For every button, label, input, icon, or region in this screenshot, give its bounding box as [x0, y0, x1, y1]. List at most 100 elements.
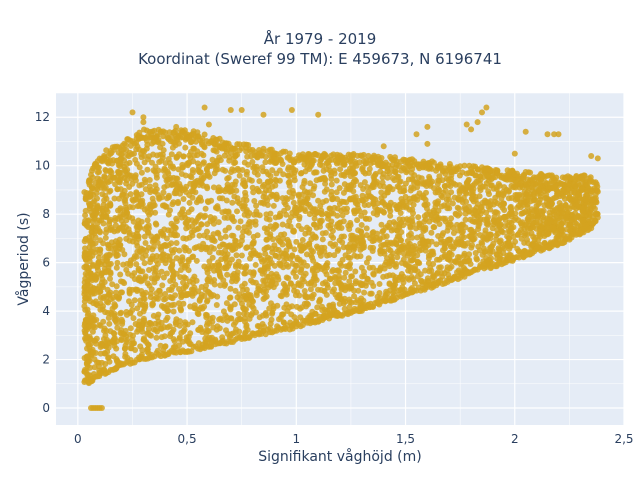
- data-point: [345, 263, 352, 270]
- data-point: [322, 268, 328, 275]
- data-point: [160, 232, 167, 239]
- data-point: [260, 277, 267, 284]
- data-point: [142, 240, 149, 246]
- data-point: [211, 267, 218, 274]
- data-point: [455, 254, 461, 260]
- data-point: [530, 224, 537, 231]
- data-point: [129, 238, 136, 245]
- data-point: [87, 298, 94, 305]
- data-point: [81, 368, 88, 375]
- data-point: [284, 196, 291, 203]
- data-point: [232, 237, 239, 244]
- data-point: [128, 340, 135, 347]
- data-point: [424, 140, 431, 147]
- data-point: [340, 198, 347, 205]
- data-point: [153, 134, 160, 140]
- data-point: [172, 281, 179, 288]
- data-point: [91, 215, 98, 222]
- data-point: [146, 332, 153, 338]
- data-point: [109, 281, 116, 288]
- data-point: [82, 212, 89, 219]
- data-point: [438, 254, 445, 261]
- data-point: [290, 199, 297, 206]
- data-point: [319, 211, 325, 218]
- data-point: [181, 130, 188, 137]
- data-point: [555, 190, 562, 197]
- data-point: [133, 261, 140, 268]
- data-point: [168, 134, 175, 141]
- data-point: [86, 265, 93, 271]
- data-point: [410, 185, 417, 192]
- data-point: [431, 274, 438, 281]
- data-point: [82, 250, 89, 257]
- data-point: [164, 134, 171, 141]
- data-point: [267, 146, 274, 153]
- data-point: [474, 119, 481, 126]
- data-point: [346, 226, 353, 233]
- data-point: [295, 191, 302, 198]
- data-point: [169, 267, 176, 274]
- data-point: [311, 215, 318, 222]
- data-point: [326, 158, 333, 164]
- data-point: [180, 300, 187, 307]
- data-point: [113, 253, 120, 259]
- data-point: [304, 262, 311, 269]
- data-point: [456, 190, 463, 196]
- data-point: [505, 235, 512, 242]
- data-point: [238, 107, 245, 113]
- data-point: [254, 211, 260, 218]
- data-point: [166, 129, 173, 136]
- data-point: [229, 213, 236, 220]
- data-point: [126, 159, 133, 166]
- data-point: [131, 297, 138, 304]
- data-point: [152, 188, 159, 195]
- data-point: [198, 291, 205, 298]
- data-point: [262, 153, 269, 160]
- data-point: [367, 160, 374, 167]
- y-tick-label: 6: [42, 256, 50, 270]
- data-point: [327, 276, 334, 283]
- data-point: [386, 263, 393, 270]
- data-point: [493, 232, 500, 239]
- data-point: [120, 278, 126, 285]
- data-point: [218, 256, 225, 263]
- data-point: [309, 295, 316, 302]
- data-point: [253, 202, 260, 209]
- data-point: [211, 245, 217, 252]
- data-point: [126, 184, 133, 190]
- data-point: [148, 140, 155, 147]
- data-point: [350, 152, 357, 159]
- data-point: [88, 286, 95, 293]
- data-point: [148, 209, 155, 216]
- data-point: [228, 169, 234, 176]
- data-point: [107, 260, 114, 267]
- data-point: [264, 229, 271, 236]
- data-point: [456, 210, 463, 217]
- data-point: [117, 156, 124, 162]
- data-point: [333, 177, 340, 184]
- data-point: [213, 302, 220, 308]
- data-point: [403, 169, 410, 176]
- data-point: [229, 199, 236, 206]
- data-point: [416, 220, 423, 227]
- data-point: [303, 251, 310, 258]
- data-point: [479, 251, 486, 258]
- data-point: [111, 242, 118, 249]
- data-point: [302, 292, 308, 299]
- data-point: [432, 203, 439, 210]
- data-point: [422, 247, 429, 254]
- data-point: [136, 318, 143, 325]
- x-tick-label: 1: [292, 432, 300, 446]
- data-point: [111, 195, 118, 202]
- data-point: [164, 168, 171, 175]
- data-point: [166, 253, 173, 260]
- data-point: [336, 185, 343, 191]
- data-point: [463, 198, 470, 205]
- data-point: [229, 181, 236, 188]
- data-point: [395, 173, 402, 180]
- data-point: [501, 245, 508, 252]
- data-point: [483, 104, 490, 111]
- data-point: [361, 179, 368, 186]
- data-point: [176, 180, 183, 187]
